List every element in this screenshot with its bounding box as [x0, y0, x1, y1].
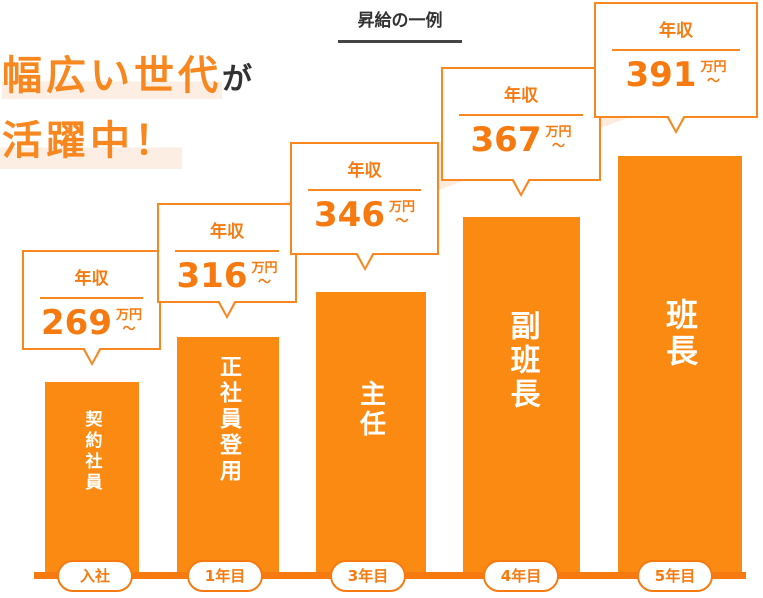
salary-value: 346: [314, 195, 385, 235]
bar-position-label: 副班長: [504, 310, 540, 412]
bar-5: 班長: [618, 156, 742, 575]
unit-man-yen: 万円: [251, 261, 278, 276]
salary-callout: 年収 346 万円〜: [290, 142, 439, 271]
bar-3: 主任: [316, 292, 426, 575]
unit-man-yen: 万円: [700, 60, 727, 75]
unit-tilde: 〜: [257, 275, 271, 290]
headline-line2: 活躍中！: [0, 113, 182, 169]
salary-value: 316: [176, 256, 248, 296]
headline-suffix: が: [222, 62, 256, 97]
callout-pointer: [81, 347, 102, 366]
year-label: 5年目: [637, 560, 713, 592]
salary-unit: 万円〜: [116, 309, 142, 337]
callout-label: 年収: [459, 81, 583, 116]
year-label: 1年目: [187, 560, 263, 592]
callout-label: 年収: [612, 16, 740, 51]
callout-pointer: [354, 252, 375, 271]
salary-value: 269: [41, 303, 112, 343]
salary-value: 367: [470, 120, 542, 160]
salary-unit: 万円〜: [545, 126, 571, 154]
unit-man-yen: 万円: [115, 308, 142, 323]
chart-title: 昇給の一例: [357, 11, 443, 31]
salary-unit: 万円〜: [389, 201, 415, 229]
callout-pointer: [217, 300, 237, 319]
unit-tilde: 〜: [122, 322, 136, 337]
unit-man-yen: 万円: [545, 125, 572, 140]
callout-label: 年収: [308, 156, 421, 191]
salary-unit: 万円〜: [251, 262, 277, 290]
callout-pointer: [511, 178, 531, 197]
bar-position-label: 正社員登用: [216, 355, 241, 485]
bar-4: 副班長: [463, 217, 580, 575]
headline-main: 幅広い世代: [2, 53, 222, 99]
salary-value: 391: [625, 55, 697, 95]
bar-position-label: 契約社員: [81, 410, 102, 494]
year-label: 3年目: [330, 560, 406, 592]
callout-label: 年収: [40, 264, 143, 299]
callout-label: 年収: [175, 217, 279, 252]
unit-tilde: 〜: [395, 214, 409, 229]
unit-tilde: 〜: [551, 139, 565, 154]
year-label: 入社: [57, 560, 133, 592]
bar-1: 契約社員: [45, 382, 139, 575]
unit-man-yen: 万円: [388, 200, 415, 215]
salary-callout: 年収 269 万円〜: [22, 250, 161, 366]
headline-line1: 幅広い世代が: [0, 48, 260, 108]
unit-tilde: 〜: [706, 74, 720, 89]
callout-pointer: [666, 115, 686, 134]
salary-callout: 年収 316 万円〜: [157, 203, 297, 319]
salary-unit: 万円〜: [700, 61, 726, 89]
bar-position-label: 主任: [355, 380, 386, 440]
bar-position-label: 班長: [661, 298, 699, 370]
bar-2: 正社員登用: [177, 337, 279, 575]
year-label: 4年目: [483, 560, 559, 592]
title-underline: [338, 40, 462, 43]
salary-callout: 年収 391 万円〜: [594, 2, 758, 134]
salary-callout: 年収 367 万円〜: [441, 67, 601, 197]
